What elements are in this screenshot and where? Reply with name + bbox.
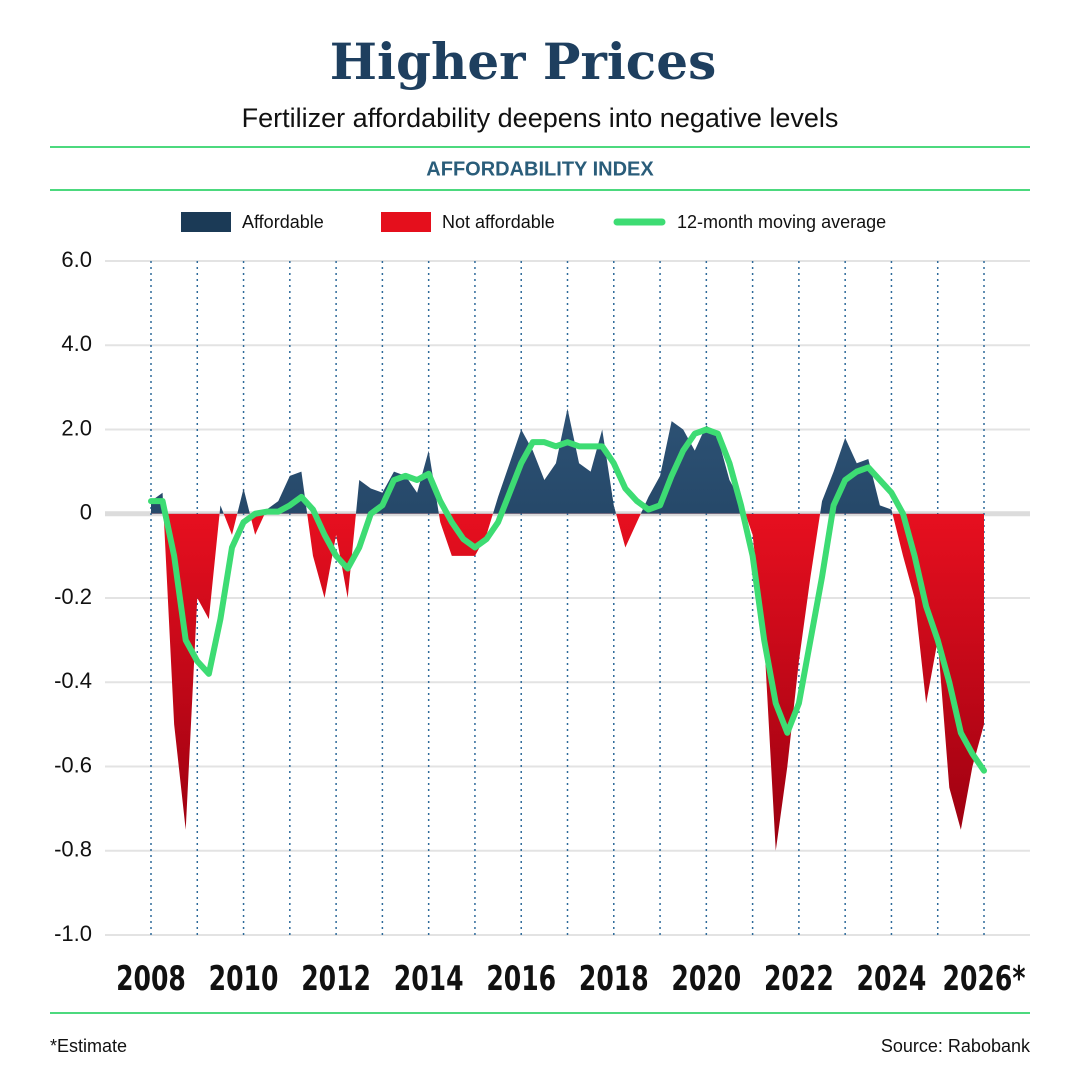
y-tick-label: -1.0 [54, 921, 92, 946]
chart-subtitle: Fertilizer affordability deepens into ne… [242, 103, 839, 133]
y-tick-label: -0.2 [54, 584, 92, 609]
y-tick-label: -0.4 [54, 668, 92, 693]
x-tick-label: 2024 [857, 959, 927, 998]
x-tick-label: 2014 [394, 959, 464, 998]
x-tick-label: 2010 [209, 959, 279, 998]
x-tick-label: 2008 [116, 959, 186, 998]
moving-average-line [148, 426, 987, 774]
legend-label: 12-month moving average [677, 212, 886, 232]
area-positive [151, 408, 984, 514]
chart-title: Higher Prices [330, 32, 716, 91]
area-negative [151, 513, 984, 851]
x-tick-label: 2022 [764, 959, 834, 998]
footnote: *Estimate [50, 1036, 127, 1056]
x-tick-label: 2026* [943, 959, 1026, 998]
y-tick-label: -0.8 [54, 837, 92, 862]
y-tick-label: 4.0 [61, 331, 92, 356]
legend-swatch [381, 212, 431, 232]
x-tick-label: 2012 [301, 959, 371, 998]
y-tick-label: 0 [80, 500, 92, 525]
axis-title: AFFORDABILITY INDEX [426, 158, 654, 180]
y-tick-label: 2.0 [61, 415, 92, 440]
legend-label: Affordable [242, 212, 324, 232]
y-tick-label: -0.6 [54, 752, 92, 777]
legend-label: Not affordable [442, 212, 555, 232]
x-tick-label: 2018 [579, 959, 649, 998]
x-tick-label: 2020 [671, 959, 741, 998]
x-tick-label: 2016 [486, 959, 556, 998]
legend-swatch [181, 212, 231, 232]
y-tick-label: 6.0 [61, 247, 92, 272]
source: Source: Rabobank [881, 1036, 1031, 1056]
